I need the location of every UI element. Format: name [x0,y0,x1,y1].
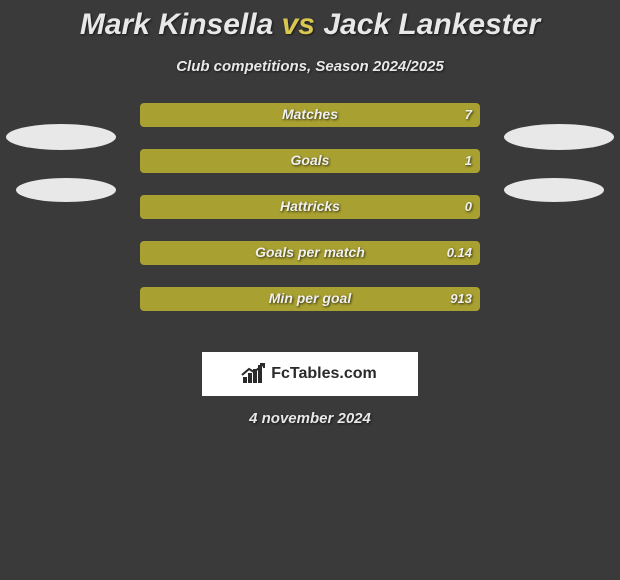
stat-value-right: 913 [450,291,472,306]
stat-row: Matches7 [0,103,620,149]
brand-text: FcTables.com [271,365,377,383]
stat-row: Goals per match0.14 [0,241,620,287]
date-text: 4 november 2024 [0,410,620,427]
vs-text: vs [282,8,315,41]
stat-row: Min per goal913 [0,287,620,333]
stat-bar [140,241,480,265]
stat-bar [140,195,480,219]
page-title: Mark Kinsella vs Jack Lankester [0,0,620,42]
stat-value-right: 0 [465,199,472,214]
stat-bar [140,149,480,173]
subtitle: Club competitions, Season 2024/2025 [0,58,620,75]
stat-value-right: 7 [465,107,472,122]
stat-value-right: 0.14 [447,245,472,260]
stat-row: Goals1 [0,149,620,195]
player1-name: Mark Kinsella [80,8,273,41]
player2-name: Jack Lankester [323,8,540,41]
stats-area: Matches7Goals1Hattricks0Goals per match0… [0,103,620,333]
stat-bar [140,287,480,311]
brand-chart-icon [243,365,265,383]
stat-value-right: 1 [465,153,472,168]
stat-bar [140,103,480,127]
brand-panel[interactable]: FcTables.com [202,352,418,396]
stat-row: Hattricks0 [0,195,620,241]
